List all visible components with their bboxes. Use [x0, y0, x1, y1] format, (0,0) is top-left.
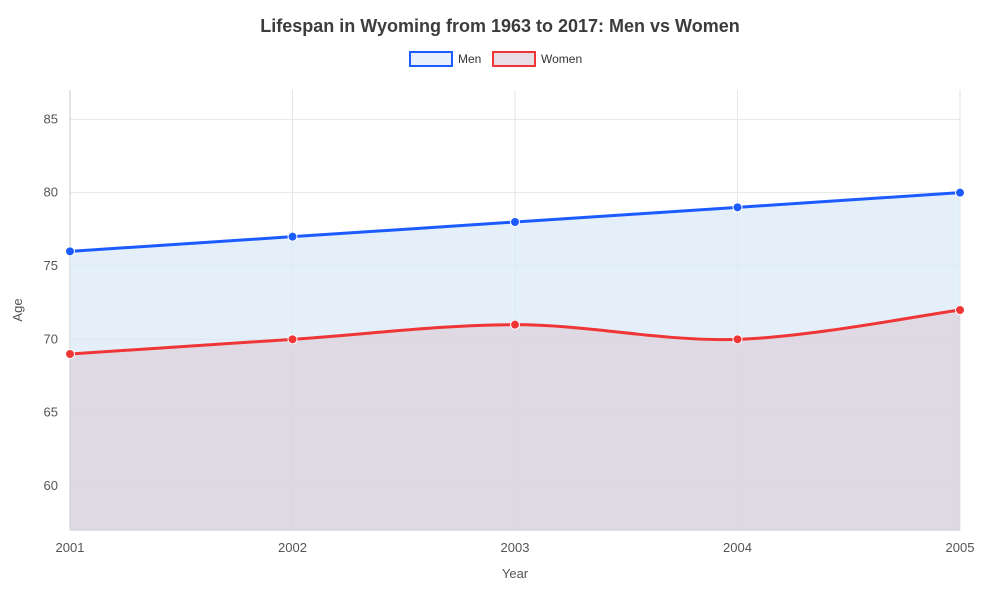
y-tick-label: 70 — [44, 331, 58, 346]
legend-swatch — [493, 52, 535, 66]
marker-men[interactable] — [66, 247, 75, 256]
x-tick-label: 2005 — [946, 540, 975, 555]
y-tick-label: 80 — [44, 185, 58, 200]
marker-women[interactable] — [956, 306, 965, 315]
marker-women[interactable] — [511, 320, 520, 329]
marker-women[interactable] — [66, 350, 75, 359]
x-tick-label: 2001 — [56, 540, 85, 555]
marker-men[interactable] — [288, 232, 297, 241]
chart-container: Lifespan in Wyoming from 1963 to 2017: M… — [0, 0, 1000, 600]
y-axis-label: Age — [10, 298, 25, 321]
x-tick-label: 2002 — [278, 540, 307, 555]
legend-item-men[interactable]: Men — [410, 52, 481, 66]
x-tick-label: 2004 — [723, 540, 752, 555]
marker-men[interactable] — [511, 218, 520, 227]
lifespan-chart: Lifespan in Wyoming from 1963 to 2017: M… — [0, 0, 1000, 600]
y-tick-label: 75 — [44, 258, 58, 273]
legend: Men Women — [410, 52, 582, 66]
y-tick-label: 65 — [44, 405, 58, 420]
x-tick-label: 2003 — [501, 540, 530, 555]
x-axis-label: Year — [502, 566, 529, 581]
y-tick-label: 85 — [44, 111, 58, 126]
marker-women[interactable] — [288, 335, 297, 344]
legend-label: Women — [541, 52, 582, 66]
marker-men[interactable] — [956, 188, 965, 197]
y-tick-label: 60 — [44, 478, 58, 493]
chart-title: Lifespan in Wyoming from 1963 to 2017: M… — [260, 16, 739, 36]
legend-swatch — [410, 52, 452, 66]
marker-men[interactable] — [733, 203, 742, 212]
marker-women[interactable] — [733, 335, 742, 344]
legend-label: Men — [458, 52, 481, 66]
